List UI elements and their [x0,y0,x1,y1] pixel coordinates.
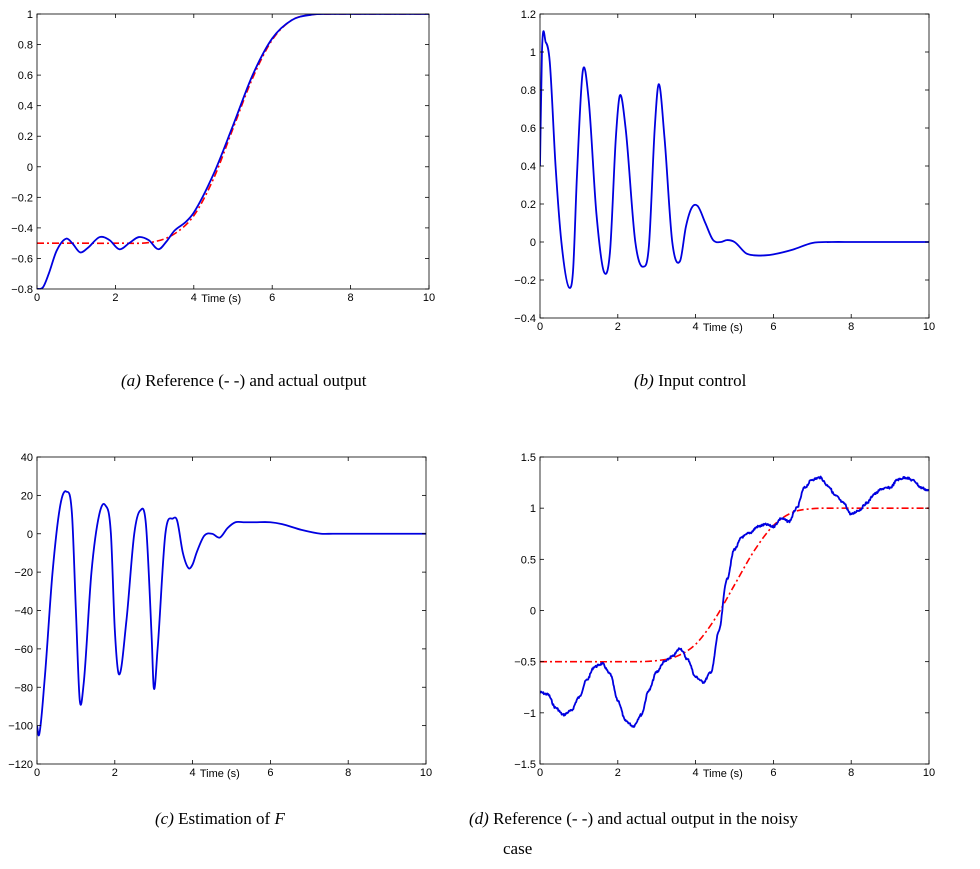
y-tick-label-c-1: −100 [8,721,33,733]
x-tick-label-b-1: 2 [615,321,621,333]
y-tick-label-c-7: 20 [21,490,33,502]
y-tick-label-d-1: −1 [523,708,536,720]
y-tick-label-d-0: −1.5 [514,759,536,771]
x-tick-label-d-2: 4 [693,767,699,779]
y-tick-label-b-1: −0.2 [514,275,536,287]
caption-c: (c) Estimation of F [155,804,285,834]
x-tick-label-d-0: 0 [537,767,543,779]
x-tick-label-b-0: 0 [537,321,543,333]
y-tick-label-c-0: −120 [8,759,33,771]
y-tick-label-c-8: 40 [21,452,33,464]
plot-frame-d [539,456,930,765]
x-tick-label-a-1: 2 [112,292,118,304]
x-tick-label-d-5: 10 [923,767,935,779]
caption-a-text: Reference (- -) and actual output [140,371,367,390]
y-tick-label-a-8: 0.8 [18,40,33,52]
x-tick-label-a-2: 4 [191,292,197,304]
x-tick-label-a-4: 8 [348,292,354,304]
y-tick-label-b-2: 0 [530,237,536,249]
y-tick-label-d-2: −0.5 [514,657,536,669]
y-tick-label-b-8: 1.2 [521,9,536,21]
y-tick-label-d-3: 0 [530,606,536,618]
y-tick-label-a-5: 0.2 [18,131,33,143]
x-tick-label-c-2: 4 [190,767,196,779]
chart-d: 0 2 4 6 8 10 Time (s) −1.5 −1 −0.5 0 0.5 1 1.5 [514,452,935,780]
x-tick-label-d-4: 8 [848,767,854,779]
x-axis-label-d: Time (s) [703,768,743,780]
x-tick-label-c-5: 10 [420,767,432,779]
y-tick-label-a-0: −0.8 [11,284,33,296]
y-tick-label-c-4: −40 [14,606,33,618]
y-tick-label-a-9: 1 [27,9,33,21]
series-line-d-0 [540,507,929,663]
y-tick-label-a-7: 0.6 [18,70,33,82]
caption-b-text: Input control [653,371,747,390]
y-tick-label-b-3: 0.2 [521,199,536,211]
caption-c-tag: (c) [155,809,174,828]
y-tick-label-c-5: −20 [14,567,33,579]
x-tick-label-c-0: 0 [34,767,40,779]
x-tick-label-d-3: 6 [770,767,776,779]
x-tick-label-c-4: 8 [345,767,351,779]
y-tick-label-a-1: −0.6 [11,253,33,265]
y-tick-label-b-6: 0.8 [521,85,536,97]
plot-frame-a [36,13,430,290]
x-tick-label-b-5: 10 [923,321,935,333]
y-tick-label-c-3: −60 [14,644,33,656]
x-axis-label-c: Time (s) [200,768,240,780]
x-tick-label-b-2: 4 [693,321,699,333]
y-tick-label-a-2: −0.4 [11,223,33,235]
y-tick-label-b-7: 1 [530,47,536,59]
x-tick-label-b-3: 6 [770,321,776,333]
y-tick-label-b-5: 0.6 [521,123,536,135]
caption-d-tag: (d) [469,809,489,828]
chart-c: 0 2 4 6 8 10 Time (s) −120 −100 −80 −60 −40 −20 0 20 40 [8,452,432,780]
x-axis-label-a: Time (s) [201,293,241,305]
series-line-b-0 [540,30,929,289]
series-line-a-1 [37,14,429,289]
caption-d-text: Reference (- -) and actual output in the… [488,809,799,828]
x-tick-label-c-1: 2 [112,767,118,779]
series-line-d-1 [540,475,929,728]
x-tick-label-a-0: 0 [34,292,40,304]
y-tick-label-b-0: −0.4 [514,313,536,325]
x-axis-label-b: Time (s) [703,322,743,334]
caption-a: (a) Reference (- -) and actual output [121,366,366,396]
y-tick-label-a-4: 0 [27,162,33,174]
y-tick-label-c-2: −80 [14,682,33,694]
chart-b: 0 2 4 6 8 10 Time (s) −0.4 −0.2 0 0.2 0.4 0.6 0.8 1 1.2 [514,9,935,334]
x-tick-label-c-3: 6 [267,767,273,779]
caption-a-tag: (a) [121,371,141,390]
caption-d: (d) Reference (- -) and actual output in… [469,804,969,864]
x-tick-label-d-1: 2 [615,767,621,779]
y-tick-label-c-6: 0 [27,529,33,541]
y-tick-label-d-5: 1 [530,503,536,515]
y-tick-label-a-6: 0.4 [18,101,33,113]
y-tick-label-a-3: −0.2 [11,192,33,204]
chart-a: 0 2 4 6 8 10 Time (s) −0.8 −0.6 −0.4 −0.2 0 0.2 0.4 0.… [11,9,435,305]
x-tick-label-a-5: 10 [423,292,435,304]
caption-c-text: Estimation of [173,809,275,828]
y-tick-label-d-4: 0.5 [521,554,536,566]
x-tick-label-b-4: 8 [848,321,854,333]
caption-c-math: F [274,809,285,828]
y-tick-label-b-4: 0.4 [521,161,536,173]
series-line-c-0 [37,490,426,737]
y-tick-label-d-6: 1.5 [521,452,536,464]
caption-d-text2: case [503,839,533,858]
x-tick-label-a-3: 6 [269,292,275,304]
caption-b: (b) Input control [634,366,746,396]
caption-b-tag: (b) [634,371,654,390]
